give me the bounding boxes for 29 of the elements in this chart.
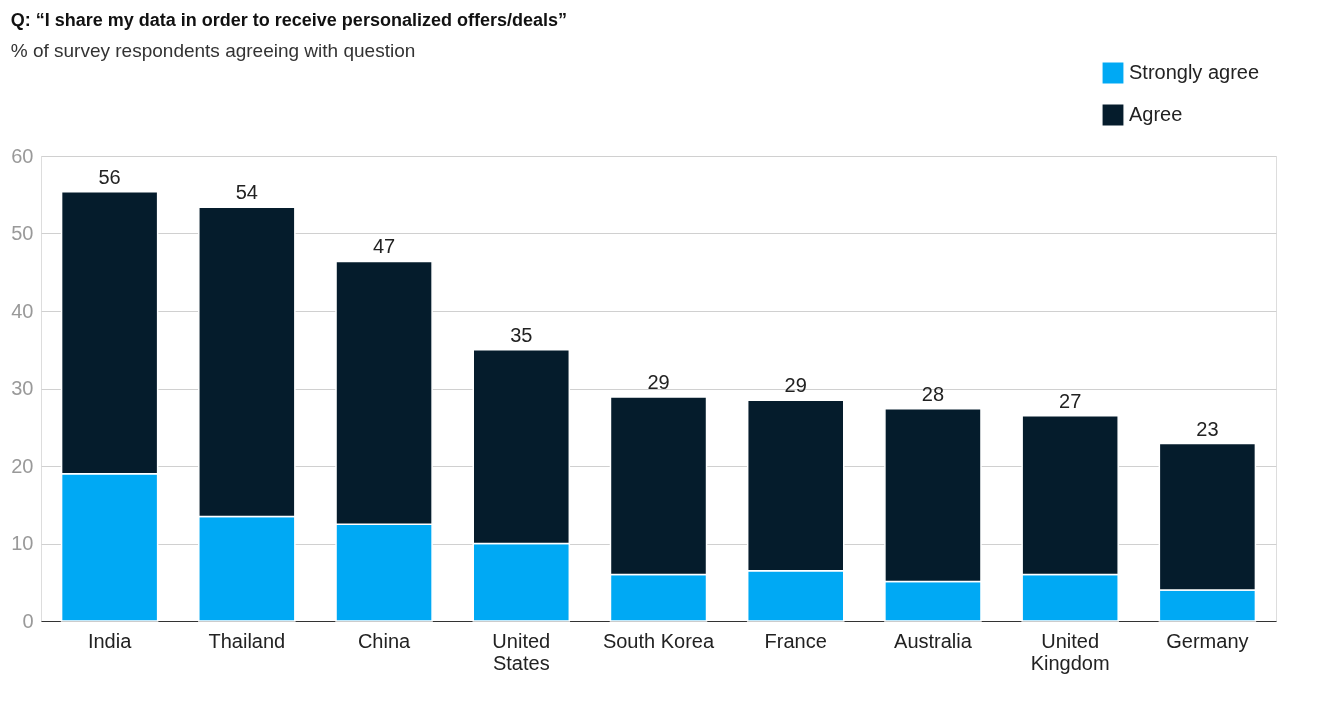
x-tick-label: Australia (894, 629, 973, 652)
total-label: 35 (510, 323, 533, 346)
chart-subtitle: % of survey respondents agreeing with question (10, 40, 416, 61)
x-tick-label: South Korea (602, 629, 715, 652)
total-label: 29 (784, 374, 807, 397)
x-tick-label: France (764, 629, 827, 652)
legend-label: Strongly agree (1129, 61, 1260, 83)
y-tick-label: 40 (11, 299, 34, 322)
y-tick-label: 30 (11, 377, 34, 399)
y-tick-label: 0 (22, 609, 34, 632)
x-tick-label: United States (492, 629, 551, 674)
y-tick-label: 60 (11, 144, 34, 167)
x-tick-label: United Kingdom (1030, 629, 1110, 674)
legend-label: Agree (1129, 103, 1183, 125)
chart-title: Q: “I share my data in order to receive personalized offers/deals” (10, 10, 567, 30)
total-label: 56 (98, 165, 121, 188)
total-label: 47 (372, 235, 396, 258)
total-label: 29 (647, 371, 670, 394)
total-label: 23 (1196, 417, 1219, 440)
x-tick-label: India (87, 629, 133, 652)
y-tick-label: 10 (11, 532, 34, 554)
x-tick-label: Thailand (208, 629, 286, 652)
y-tick-label: 50 (11, 222, 34, 244)
total-label: 54 (235, 181, 258, 204)
y-tick-label: 20 (11, 454, 34, 477)
x-tick-label: China (357, 629, 412, 652)
x-tick-label: Germany (1166, 629, 1249, 652)
total-label: 28 (921, 382, 945, 405)
total-label: 27 (1059, 389, 1082, 412)
